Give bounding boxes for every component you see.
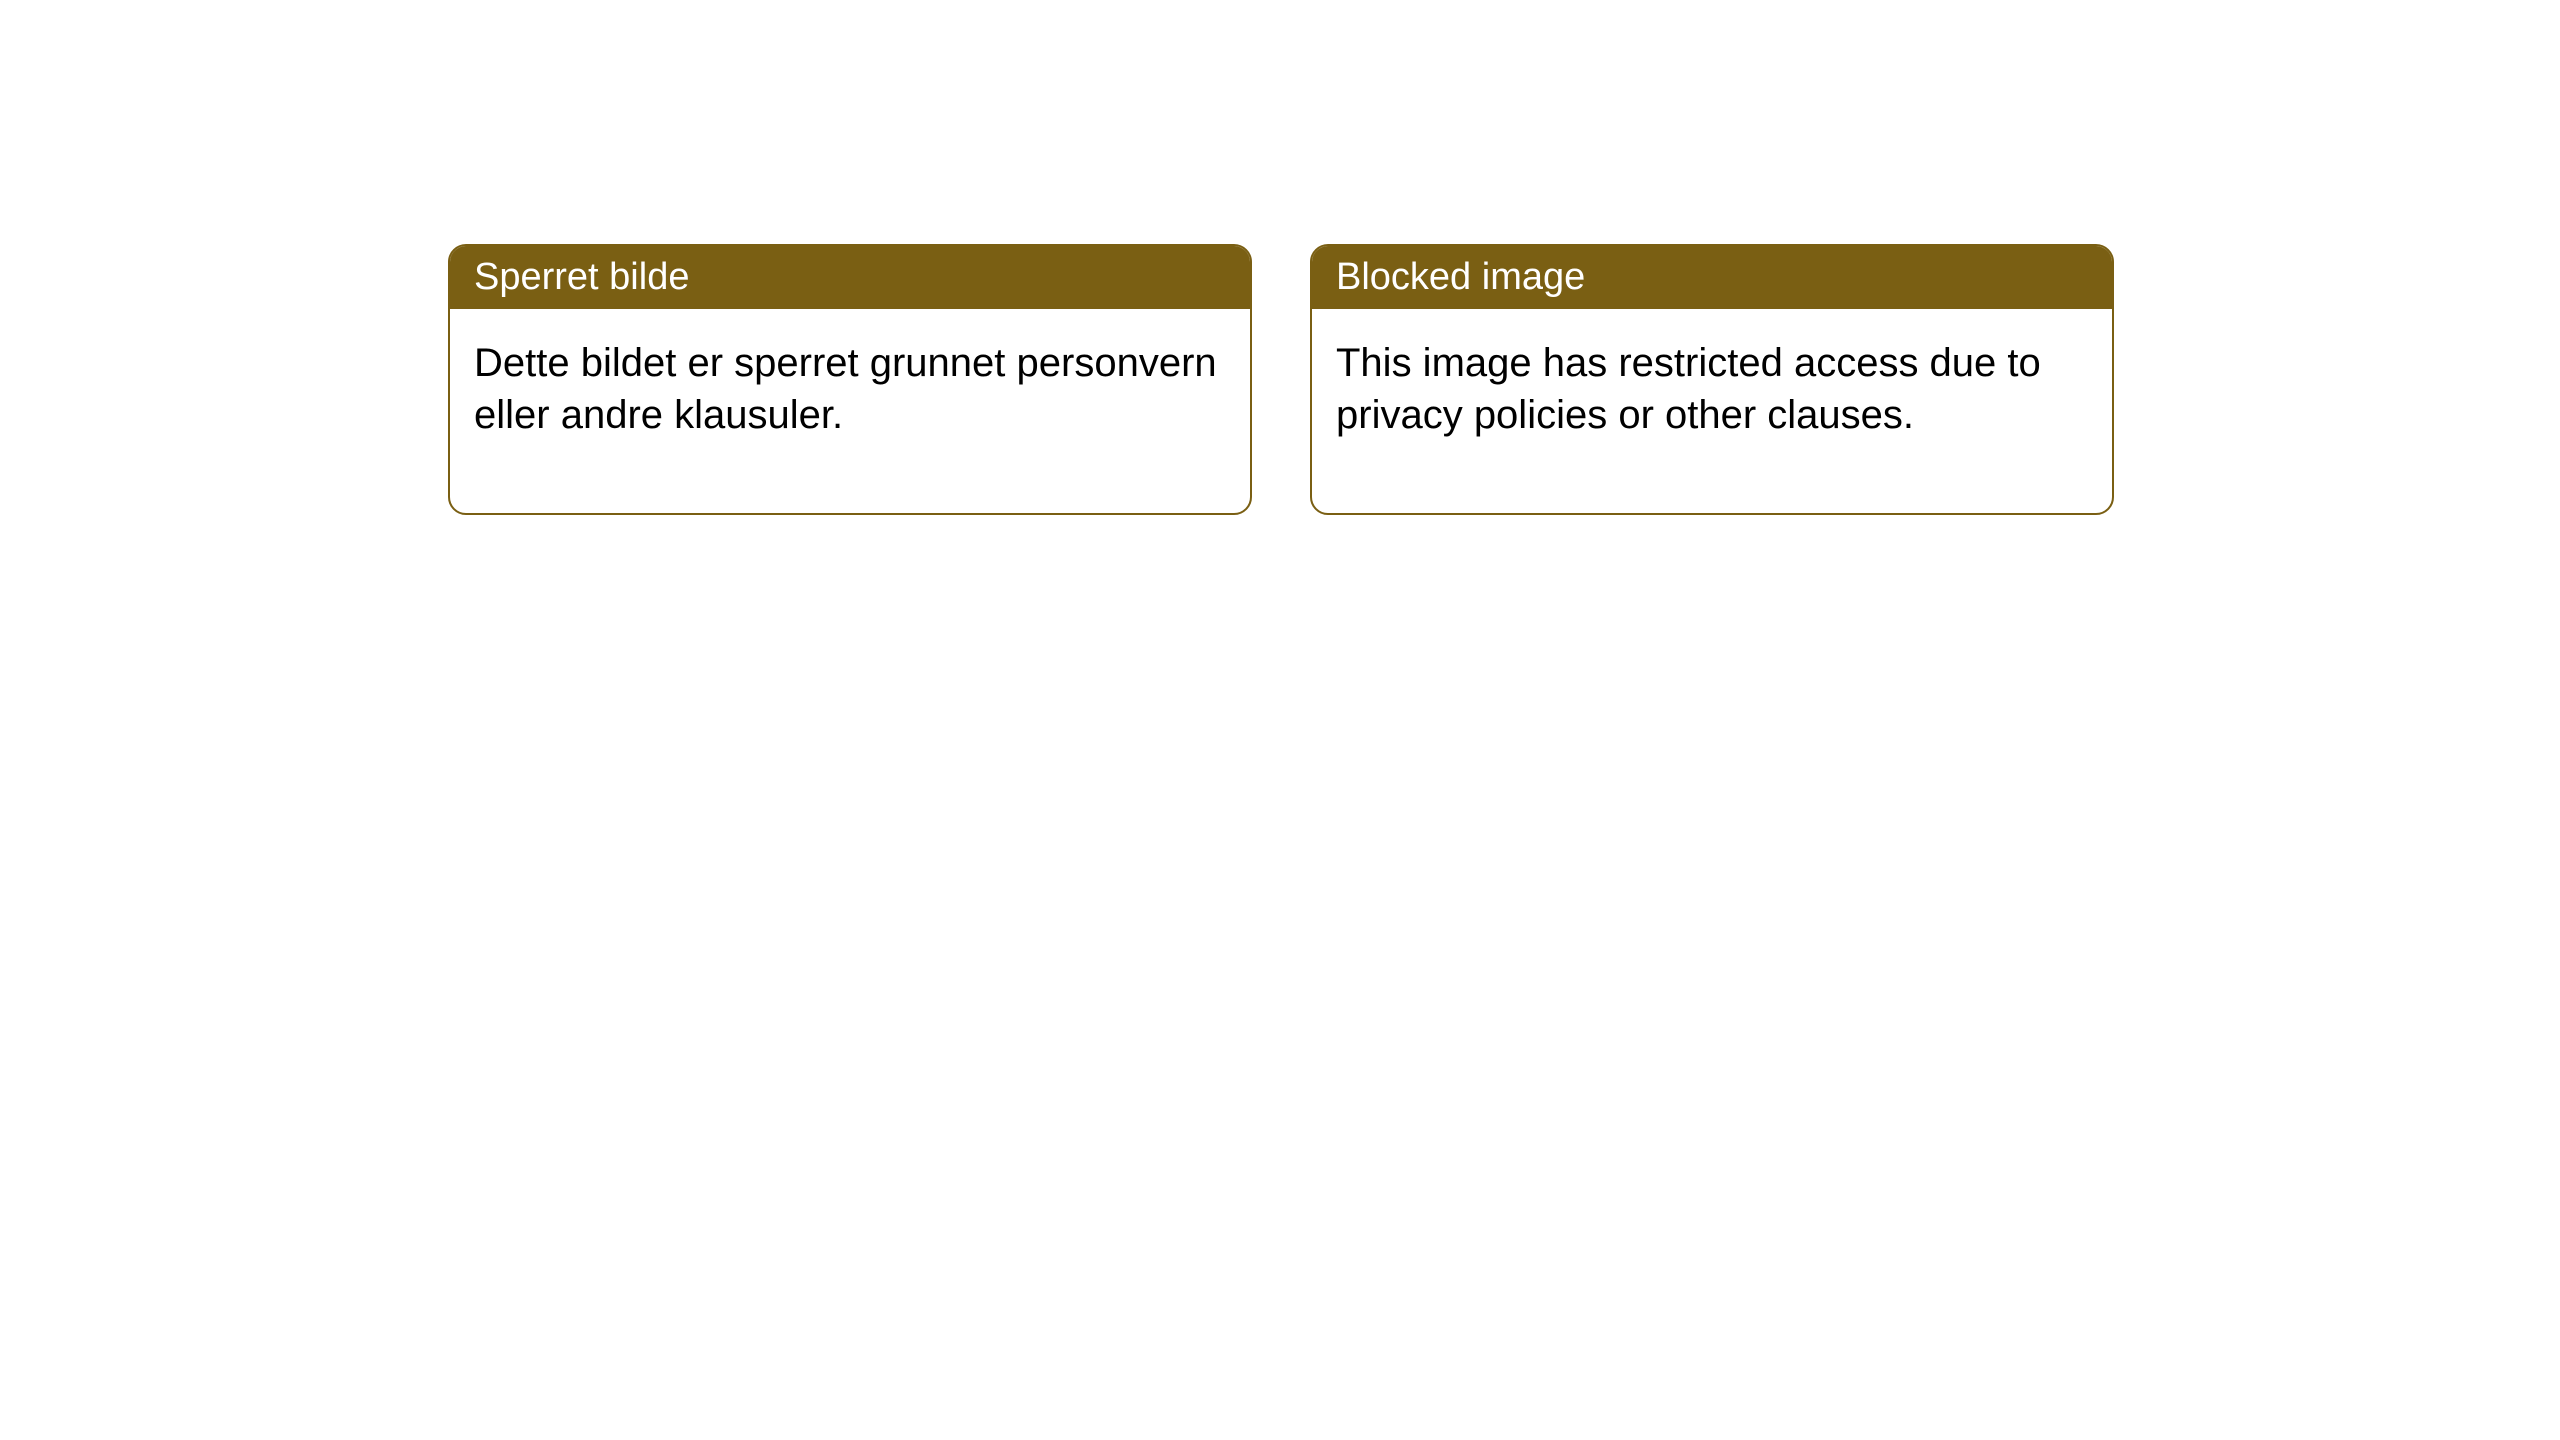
notice-title-english: Blocked image <box>1336 256 1585 298</box>
notice-body-english: This image has restricted access due to … <box>1312 309 2112 513</box>
notice-header-english: Blocked image <box>1312 246 2112 309</box>
notice-card-english: Blocked image This image has restricted … <box>1310 244 2114 515</box>
notice-body-norwegian: Dette bildet er sperret grunnet personve… <box>450 309 1250 513</box>
notice-container: Sperret bilde Dette bildet er sperret gr… <box>448 244 2114 515</box>
notice-header-norwegian: Sperret bilde <box>450 246 1250 309</box>
notice-body-text-norwegian: Dette bildet er sperret grunnet personve… <box>474 341 1217 437</box>
notice-card-norwegian: Sperret bilde Dette bildet er sperret gr… <box>448 244 1252 515</box>
notice-title-norwegian: Sperret bilde <box>474 256 689 298</box>
notice-body-text-english: This image has restricted access due to … <box>1336 341 2041 437</box>
